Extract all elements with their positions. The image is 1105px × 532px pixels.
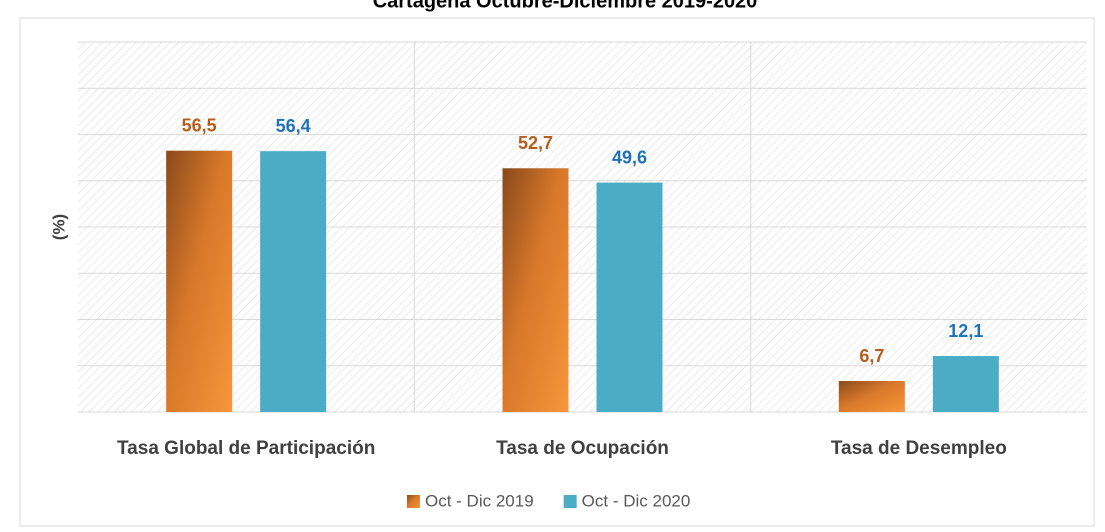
bar — [260, 151, 327, 412]
x-tick-label: Tasa de Ocupación — [496, 438, 669, 459]
legend-swatch — [407, 495, 420, 508]
legend-label: Oct - Dic 2020 — [582, 491, 691, 510]
data-label: 56,4 — [276, 116, 311, 136]
legend-swatch — [563, 495, 577, 508]
bar — [596, 182, 663, 412]
data-label: 56,5 — [182, 115, 217, 135]
bar — [838, 381, 905, 412]
data-label: 52,7 — [518, 133, 553, 153]
x-tick-label: Tasa de Desempleo — [831, 438, 1007, 459]
legend-label: Oct - Dic 2019 — [425, 491, 534, 510]
x-tick-label: Tasa Global de Participación — [117, 438, 375, 459]
bar — [502, 168, 569, 412]
data-label: 49,6 — [612, 147, 647, 167]
data-label: 6,7 — [859, 346, 884, 366]
bar — [932, 356, 999, 412]
data-label: 12,1 — [948, 321, 983, 341]
chart-title: Cartagena Octubre-Diciembre 2019-2020 — [373, 0, 758, 12]
y-axis-label: (%) — [49, 214, 68, 240]
bar — [166, 150, 233, 412]
